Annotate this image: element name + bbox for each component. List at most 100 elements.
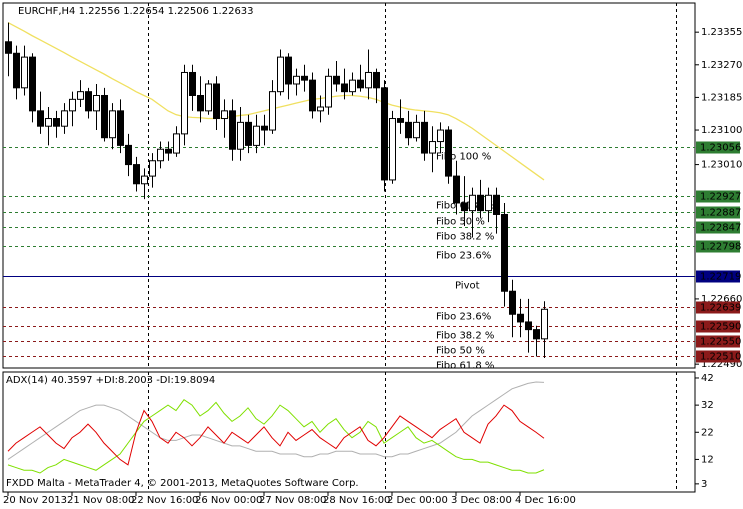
x-tick-label: 21 Nov 08:00	[67, 495, 134, 506]
level-tag-label: 1.22847	[700, 223, 741, 234]
candle-body	[389, 118, 396, 181]
level-tag-label: 1.22510	[700, 352, 741, 363]
level-tag-label: 1.22927	[700, 192, 741, 203]
level-label: Fibo 38.2 %	[436, 232, 494, 243]
candle-body	[21, 56, 28, 89]
y-tick-label: 1.23185	[701, 92, 742, 103]
x-tick-label: 2 Dec 00:00	[387, 495, 448, 506]
candle-body	[141, 175, 148, 185]
candle-body	[517, 313, 524, 323]
level-tag-label: 1.22798	[700, 242, 741, 253]
candle-body	[229, 110, 236, 150]
candle-body	[429, 141, 436, 154]
level-tag	[696, 301, 740, 314]
candle-body	[309, 79, 316, 112]
candle-body	[341, 83, 348, 93]
level-label: Fibo 50 %	[436, 346, 485, 357]
x-tick-label: 28 Nov 16:00	[323, 495, 390, 506]
level-tag	[696, 206, 740, 219]
y-tick-label: 1.23010	[701, 160, 742, 171]
x-tick-label: 4 Dec 16:00	[515, 495, 576, 506]
candle-body	[69, 98, 76, 112]
candle-body	[61, 110, 68, 127]
y-tick-label: 1.22490	[701, 359, 742, 370]
level-tag	[696, 221, 740, 234]
level-tag	[696, 270, 740, 283]
candle-body	[373, 71, 380, 89]
level-tag	[696, 190, 740, 203]
candle-body	[437, 129, 444, 143]
level-tag-label: 1.22550	[700, 337, 741, 348]
candle-body	[365, 71, 372, 89]
level-tag	[696, 320, 740, 333]
candle-body	[461, 202, 468, 212]
y-tick-label: 1.23100	[701, 125, 742, 136]
candle-body	[93, 94, 100, 112]
level-label: Fibo 23.6%	[436, 312, 491, 323]
y-tick-label: 22	[701, 427, 714, 438]
candle-body	[189, 71, 196, 96]
candle-body	[5, 41, 12, 54]
y-tick-label: 1.23270	[701, 60, 742, 71]
candle-body	[357, 79, 364, 89]
y-tick-label: 12	[701, 454, 714, 465]
level-tag	[696, 335, 740, 348]
level-tag	[696, 141, 740, 154]
level-tag-label: 1.23056	[700, 143, 741, 154]
candle-body	[205, 83, 212, 112]
candle-body	[125, 144, 132, 166]
level-label: Pivot	[455, 281, 480, 292]
x-tick-label: 27 Nov 08:00	[259, 495, 326, 506]
candle-body	[501, 213, 508, 292]
candle-body	[13, 52, 20, 89]
candle-body	[277, 56, 284, 93]
candle-body	[285, 56, 292, 85]
candle-body	[181, 71, 188, 135]
candle-body	[293, 75, 300, 85]
separators	[148, 3, 677, 492]
candle-body	[541, 308, 548, 340]
indicator-title: ADX(14) 40.3597 +DI:8.2003 -DI:19.8094	[6, 375, 215, 386]
candle-body	[165, 148, 172, 154]
level-tag	[696, 350, 740, 363]
level-tag-label: 1.22639	[700, 303, 741, 314]
candle-body	[493, 194, 500, 215]
level-tag-label: 1.22719	[700, 272, 741, 283]
candle-body	[469, 194, 476, 212]
candle-body	[37, 110, 44, 127]
y-tick-label: 1.23355	[701, 27, 742, 38]
candle-body	[509, 290, 516, 315]
y-tick-label: 42	[701, 373, 714, 384]
candle-body	[533, 329, 540, 340]
level-label: Fibo 61.8 %	[436, 361, 494, 372]
candle-body	[413, 121, 420, 139]
candle-body	[173, 133, 180, 154]
candle-body	[325, 75, 332, 108]
candle-body	[53, 118, 60, 127]
candle-body	[453, 175, 460, 204]
candle-body	[525, 321, 532, 331]
y-tick-label: 3	[701, 479, 707, 490]
level-label: Fibo 23.6%	[436, 251, 491, 262]
candle-body	[421, 121, 428, 154]
candle-body	[213, 83, 220, 120]
y-tick-label: 1.22660	[701, 294, 742, 305]
candle-body	[269, 91, 276, 131]
candle-body	[485, 194, 492, 212]
candle-body	[237, 121, 244, 150]
y-tick-label: 32	[701, 400, 714, 411]
candle-body	[261, 125, 268, 131]
candle-body	[397, 118, 404, 123]
level-label: Fibo 38.2 %	[436, 331, 494, 342]
candle-body	[149, 160, 156, 177]
candle-body	[405, 121, 412, 139]
x-tick-label: 22 Nov 16:00	[131, 495, 198, 506]
x-tick-label: 20 Nov 2013	[3, 495, 67, 506]
x-tick-label: 3 Dec 08:00	[451, 495, 512, 506]
candle-body	[109, 110, 116, 139]
level-tag	[696, 240, 740, 253]
level-tag-label: 1.22590	[700, 322, 741, 333]
footer: FXDD Malta - MetaTrader 4, © 2001-2013, …	[6, 478, 359, 489]
